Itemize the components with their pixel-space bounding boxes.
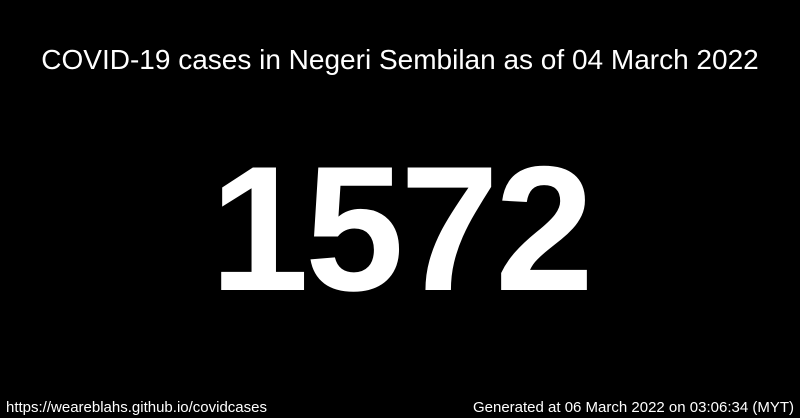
case-count: 1572 — [210, 129, 594, 328]
generated-timestamp: Generated at 06 March 2022 on 03:06:34 (… — [472, 399, 794, 416]
page-title: COVID-19 cases in Negeri Sembilan as of … — [41, 44, 759, 75]
source-url: https://weareblahs.github.io/covidcases — [6, 399, 267, 416]
